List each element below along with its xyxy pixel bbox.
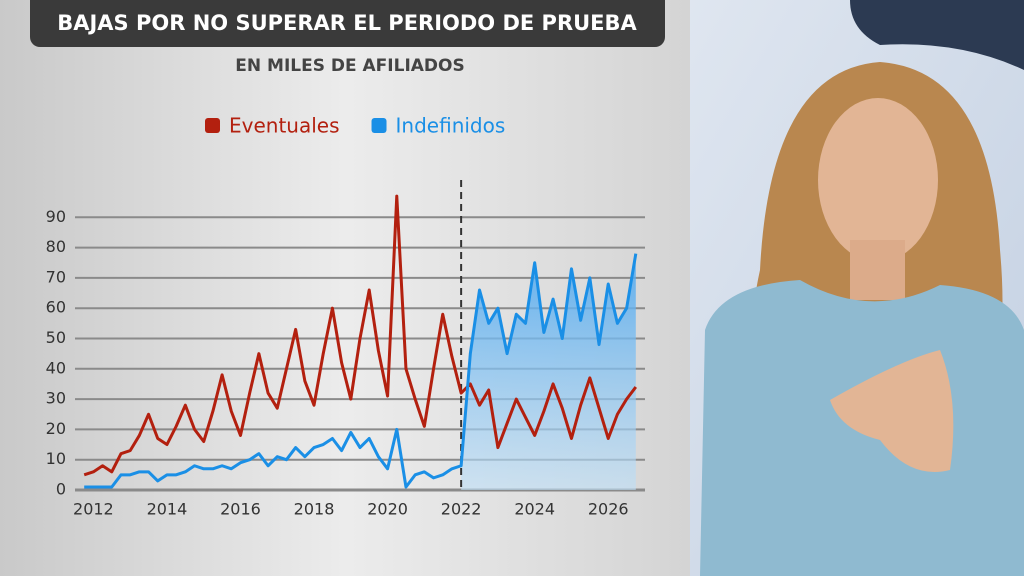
- hand: [830, 350, 954, 472]
- chart-title: BAJAS POR NO SUPERAR EL PERIODO DE PRUEB…: [57, 11, 637, 35]
- y-tick-label: 10: [46, 449, 66, 468]
- face: [818, 98, 938, 262]
- x-tick-label: 2020: [367, 500, 408, 519]
- x-tick-label: 2012: [73, 500, 114, 519]
- neck: [850, 240, 905, 300]
- y-tick-label: 90: [46, 207, 66, 226]
- legend-swatch: [371, 118, 387, 133]
- x-tick-label: 2014: [147, 500, 188, 519]
- y-tick-label: 40: [46, 358, 66, 377]
- line: [83, 194, 638, 477]
- title-box: [30, 0, 665, 47]
- legend-label: Eventuales: [229, 114, 340, 138]
- y-tick-label: 80: [46, 237, 66, 256]
- y-tick-label: 0: [56, 480, 66, 499]
- y-tick-label: 50: [46, 328, 66, 347]
- y-tick-label: 60: [46, 298, 66, 317]
- x-tick-label: 2022: [441, 500, 482, 519]
- line: [84, 253, 638, 489]
- y-tick-label: 20: [46, 419, 66, 438]
- legend-label: Indefinidos: [396, 114, 506, 138]
- x-tick-label: 2018: [294, 500, 335, 519]
- y-tick-label: 30: [46, 389, 66, 408]
- legend-swatch: [205, 118, 220, 133]
- y-tick-label: 70: [46, 267, 66, 286]
- x-tick-label: 2016: [220, 500, 261, 519]
- x-tick-label: 2024: [514, 500, 555, 519]
- chart-subtitle: EN MILES DE AFILIADOS: [235, 56, 464, 76]
- studio-prop: [850, 0, 1024, 70]
- x-tick-label: 2026: [588, 500, 629, 519]
